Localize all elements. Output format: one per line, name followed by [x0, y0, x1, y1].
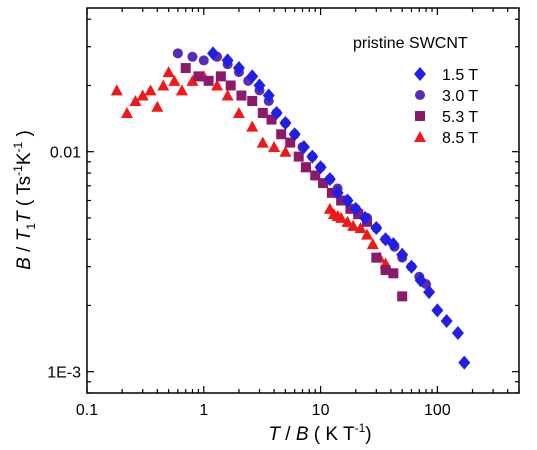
point-5-3-T — [276, 129, 287, 140]
point-5-3-T — [266, 114, 277, 125]
point-5-3-T — [310, 170, 321, 181]
point-5-3-T — [225, 80, 236, 91]
point-1-5-T — [451, 325, 464, 340]
point-8-5-T — [279, 145, 292, 157]
point-8-5-T — [246, 120, 259, 132]
point-8-5-T — [129, 95, 142, 107]
data-points — [110, 46, 471, 370]
point-8-5-T — [136, 89, 149, 101]
point-8-5-T — [354, 221, 367, 233]
point-1-5-T — [379, 232, 392, 247]
legend-marker-1-5-T — [414, 67, 426, 81]
point-5-3-T — [371, 252, 382, 263]
y-axis-label: B / T1T ( Ts-1K-1 ) — [11, 130, 38, 270]
point-8-5-T — [175, 84, 188, 96]
point-8-5-T — [110, 84, 123, 96]
point-5-3-T — [397, 291, 408, 302]
point-3-0-T — [198, 55, 209, 66]
y-tick-label: 0.01 — [50, 145, 81, 162]
point-1-5-T — [323, 172, 336, 187]
x-tick-label: 0.1 — [76, 402, 98, 419]
axis-tick-labels: 0.1 1 10 100 1E-3 0.01 — [47, 145, 451, 419]
point-1-5-T — [458, 355, 471, 370]
point-8-5-T — [268, 141, 281, 153]
point-1-5-T — [431, 303, 444, 318]
point-8-5-T — [144, 84, 157, 96]
point-8-5-T — [232, 106, 245, 118]
point-8-5-T — [157, 79, 170, 91]
point-5-3-T — [388, 268, 399, 279]
point-1-5-T — [331, 185, 344, 200]
point-1-5-T — [423, 285, 436, 300]
x-tick-label: 10 — [312, 402, 330, 419]
point-1-5-T — [314, 160, 327, 175]
point-5-3-T — [300, 162, 311, 173]
point-1-5-T — [370, 220, 383, 235]
point-1-5-T — [414, 273, 427, 288]
legend-marker-5-3-T — [415, 111, 425, 121]
point-8-5-T — [186, 74, 199, 86]
point-8-5-T — [162, 66, 175, 78]
point-8-5-T — [151, 100, 164, 112]
point-1-5-T — [306, 149, 319, 164]
point-5-3-T — [285, 137, 296, 148]
point-1-5-T — [246, 69, 259, 84]
point-1-5-T — [358, 210, 371, 225]
point-5-3-T — [203, 75, 214, 86]
point-1-5-T — [288, 127, 301, 142]
x-tick-label: 100 — [424, 402, 451, 419]
point-1-5-T — [387, 237, 400, 252]
point-5-3-T — [180, 63, 191, 74]
point-5-3-T — [193, 71, 204, 82]
point-1-5-T — [405, 259, 418, 274]
point-8-5-T — [211, 79, 224, 91]
point-1-5-T — [440, 313, 453, 328]
point-5-3-T — [236, 90, 247, 101]
point-1-5-T — [232, 61, 245, 76]
point-8-5-T — [120, 106, 133, 118]
point-1-5-T — [396, 247, 409, 262]
point-3-0-T — [187, 51, 198, 62]
point-1-5-T — [349, 201, 362, 216]
legend: pristine SWCNT 1.5 T 3.0 T 5.3 T 8.5 T — [353, 35, 478, 147]
point-1-5-T — [207, 46, 220, 61]
x-tick-label: 1 — [199, 402, 208, 419]
legend-label-3-0-T: 3.0 T — [442, 88, 478, 105]
point-8-5-T — [361, 228, 374, 240]
point-5-3-T — [293, 151, 304, 162]
point-5-3-T — [353, 209, 364, 220]
point-8-5-T — [347, 219, 360, 231]
point-8-5-T — [335, 211, 348, 223]
point-5-3-T — [318, 178, 329, 189]
legend-title: pristine SWCNT — [353, 35, 468, 52]
legend-label-5-3-T: 5.3 T — [442, 109, 478, 126]
point-8-5-T — [366, 238, 379, 250]
point-1-5-T — [279, 116, 292, 131]
x-axis-label: T / B ( K T-1) — [268, 421, 371, 445]
point-1-5-T — [253, 78, 266, 93]
y-tick-label: 1E-3 — [47, 365, 81, 382]
point-8-5-T — [256, 136, 269, 148]
legend-marker-8-5-T — [414, 131, 426, 142]
point-1-5-T — [297, 140, 310, 155]
point-8-5-T — [221, 89, 234, 101]
legend-marker-3-0-T — [415, 90, 425, 100]
point-1-5-T — [262, 88, 275, 103]
point-5-3-T — [215, 71, 226, 82]
point-1-5-T — [221, 53, 234, 68]
legend-label-1-5-T: 1.5 T — [442, 67, 478, 84]
point-8-5-T — [168, 74, 181, 86]
point-8-5-T — [341, 215, 354, 227]
legend-label-8-5-T: 8.5 T — [442, 130, 478, 147]
point-1-5-T — [270, 105, 283, 120]
point-5-3-T — [247, 96, 258, 107]
point-1-5-T — [341, 193, 354, 208]
point-5-3-T — [380, 264, 391, 275]
axis-ticks — [86, 8, 520, 394]
point-5-3-T — [336, 195, 347, 206]
point-3-0-T — [172, 48, 183, 59]
point-5-3-T — [257, 107, 268, 118]
